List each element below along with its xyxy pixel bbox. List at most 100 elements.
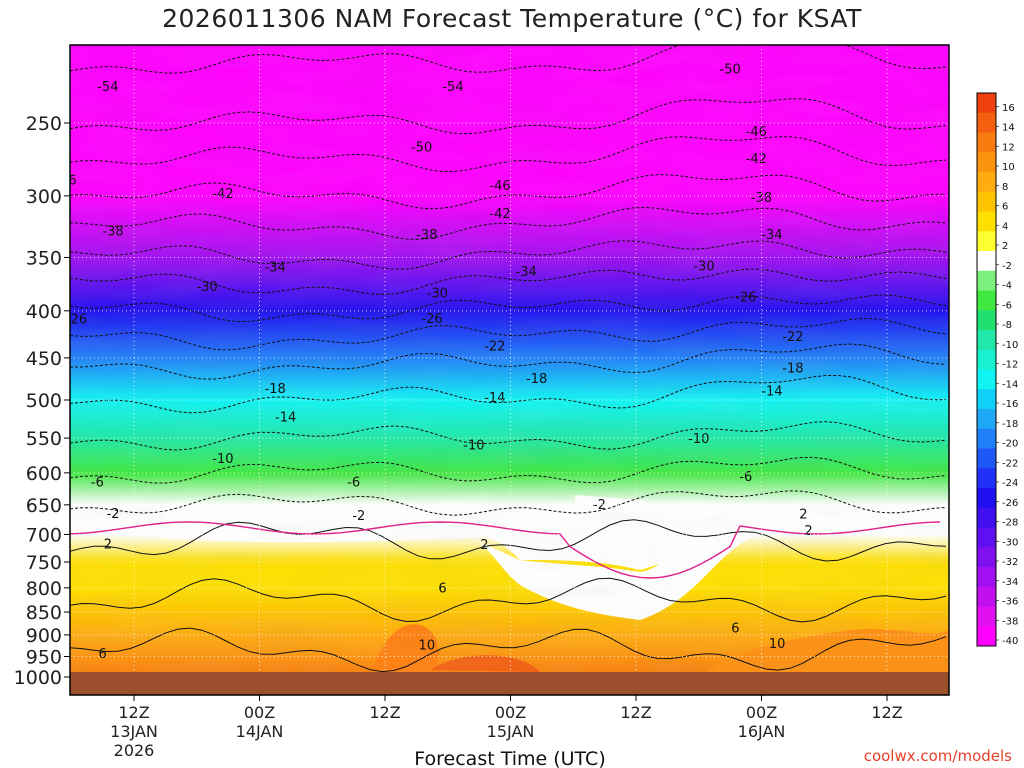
x-axis-label: Forecast Time (UTC) [414, 748, 605, 768]
x-tick-label: 00Z [244, 703, 275, 722]
colorbar-label: -4 [1002, 281, 1012, 292]
contour-line [70, 268, 947, 295]
contour-label: -38 [102, 224, 123, 239]
contour-label: -30 [427, 286, 448, 301]
contour-line [70, 456, 947, 484]
colorbar-label: -38 [1002, 616, 1018, 627]
colorbar-label: -10 [1002, 340, 1018, 351]
colorbar-swatch [977, 290, 996, 311]
y-tick-label: 750 [26, 552, 62, 574]
contour-line [70, 421, 947, 451]
colorbar-label: -8 [1002, 320, 1012, 331]
noise-overlay [70, 45, 949, 695]
x-tick-label: 12Z [620, 703, 651, 722]
colorbar-frame [976, 92, 997, 647]
contour-label: -42 [746, 152, 767, 167]
contour-label: -30 [197, 280, 218, 295]
y-tick-label: 1000 [14, 667, 62, 689]
colorbar-swatch [977, 112, 996, 133]
colorbar-label: -12 [1002, 360, 1018, 371]
colorbar-swatch [977, 428, 996, 449]
y-tick-label: 650 [26, 495, 62, 517]
contour-line [70, 45, 947, 74]
contour-label: -10 [688, 432, 709, 447]
colorbar-swatch [977, 152, 996, 173]
y-tick-label: 600 [26, 463, 62, 485]
contour-line [70, 317, 947, 351]
colorbar-swatch [977, 567, 996, 588]
chart-title: 2026011306 NAM Forecast Temperature (°C)… [162, 4, 862, 33]
x-tick-label: 13JAN [110, 722, 158, 741]
colorbar-label: 10 [1002, 162, 1015, 173]
y-tick-label: 550 [26, 428, 62, 450]
contour-label: 6 [731, 621, 739, 636]
contour-label: -6 [347, 475, 360, 490]
contour-label: -2 [107, 507, 120, 522]
contour-label: 6 [98, 647, 106, 662]
contour-label: -14 [484, 391, 505, 406]
colorbar-swatch [977, 448, 996, 469]
contour-label: -46 [489, 179, 510, 194]
credit-link[interactable]: coolwx.com/models [863, 747, 1012, 765]
colorbar-label: -28 [1002, 518, 1018, 529]
colorbar-swatch [977, 369, 996, 390]
y-tick-label: 900 [26, 625, 62, 647]
x-tick-label: 2026 [114, 741, 155, 760]
colorbar-swatch [977, 251, 996, 272]
contour-label: 2 [104, 537, 112, 552]
contour-label: 2 [799, 507, 807, 522]
contour-label: -54 [97, 80, 118, 95]
colorbar-swatch [977, 389, 996, 410]
contour-label: 6 [438, 581, 446, 596]
contour-label: 2 [480, 538, 488, 553]
colorbar-swatch [977, 606, 996, 627]
contour-label: -50 [720, 62, 741, 77]
contour-label: 10 [419, 639, 436, 654]
colorbar-label: -2 [1002, 261, 1012, 272]
y-tick-label: 400 [26, 301, 62, 323]
x-tick-label: 00Z [495, 703, 526, 722]
colorbar-label: -22 [1002, 458, 1018, 469]
colorbar-swatch [977, 93, 996, 114]
x-tick-label: 00Z [746, 703, 777, 722]
colorbar-label: 8 [1002, 182, 1008, 193]
y-tick-label: 500 [26, 390, 62, 412]
y-tick-label: 850 [26, 602, 62, 624]
colorbar-swatch [977, 488, 996, 509]
colorbar-swatch [977, 211, 996, 232]
contour-line [70, 343, 947, 380]
colorbar-swatch [977, 547, 996, 568]
colorbar-label: -40 [1002, 636, 1018, 647]
contour-label: -34 [265, 260, 286, 275]
contour-label: -2 [593, 498, 606, 513]
y-tick-label: 250 [26, 113, 62, 135]
y-axis: 2503003504004505005506006507007508008509… [14, 113, 70, 689]
contour-label: -50 [411, 140, 432, 155]
contour-line-solid [70, 519, 947, 562]
colorbar-swatch [977, 270, 996, 291]
y-tick-label: 800 [26, 578, 62, 600]
colorbar-swatch [977, 231, 996, 252]
colorbar-label: -14 [1002, 379, 1018, 390]
colorbar-swatch [977, 132, 996, 153]
contour-line [70, 206, 947, 240]
colorbar-label: -36 [1002, 597, 1018, 608]
contour-label: -38 [416, 228, 437, 243]
contour-label: -18 [265, 382, 286, 397]
contour-line [70, 136, 947, 172]
contour-label: -6 [91, 475, 104, 490]
contour-label: 2 [804, 524, 812, 539]
colorbar-swatch [977, 586, 996, 607]
colorbar-label: -20 [1002, 439, 1018, 450]
contour-label: -10 [212, 452, 233, 467]
freezing-line [70, 521, 941, 579]
plot-frame [69, 44, 950, 696]
contour-label: -18 [782, 362, 803, 377]
x-tick-label: 14JAN [236, 722, 284, 741]
colorbar-swatch [977, 349, 996, 370]
ground-band [70, 672, 949, 695]
contour-lines [70, 45, 947, 673]
contour-line [70, 490, 947, 516]
